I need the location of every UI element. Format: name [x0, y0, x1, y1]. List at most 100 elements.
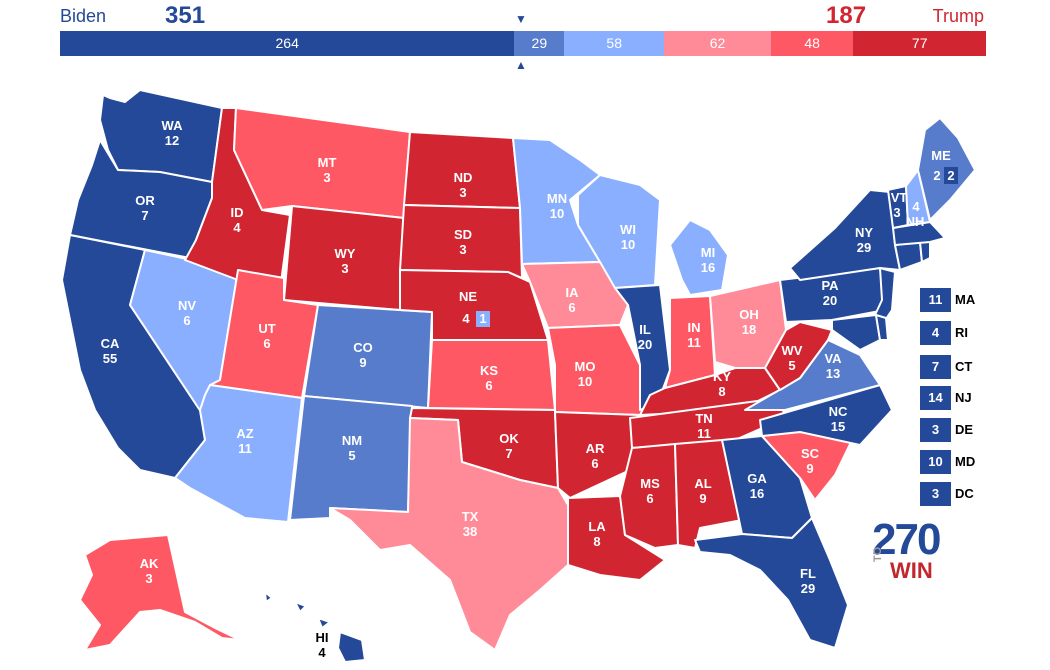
label-al-ev: 9	[699, 491, 706, 506]
label-mi-abbr: MI	[701, 245, 715, 260]
state-ri[interactable]	[919, 241, 931, 263]
logo-number: 270	[872, 515, 941, 564]
me-district-box	[944, 167, 958, 184]
ne-box-md[interactable]: 10	[920, 450, 951, 474]
svg-text:VT3: VT 3	[891, 190, 908, 220]
svg-text:KY8: KY 8	[713, 369, 731, 399]
svg-text:NM5: NM 5	[342, 433, 362, 463]
label-ak-abbr: AK	[140, 556, 159, 571]
svg-text:SC9: SC 9	[801, 446, 820, 476]
ne-label-nj: NJ	[955, 390, 972, 405]
label-pa-abbr: PA	[821, 278, 839, 293]
svg-text:4NH: 4 NH	[906, 199, 925, 229]
label-al-abbr: AL	[694, 476, 711, 491]
state-ny[interactable]	[789, 189, 901, 281]
label-ut-ev: 6	[263, 336, 270, 351]
state-mi[interactable]	[669, 219, 729, 296]
label-wv-abbr: WV	[782, 343, 803, 358]
svg-text:NV6: NV 6	[178, 298, 196, 328]
label-sd-ev: 3	[459, 242, 466, 257]
tally-segment-likely-rep: 48	[770, 31, 854, 56]
label-wi-abbr: WI	[620, 222, 636, 237]
state-tx[interactable]	[329, 417, 569, 651]
svg-text:IA6: IA 6	[566, 285, 580, 315]
state-ak[interactable]	[79, 534, 241, 651]
label-sc-ev: 9	[806, 461, 813, 476]
label-ks-ev: 6	[485, 378, 492, 393]
svg-text:AK3: AK 3	[140, 556, 159, 586]
tally-segment-lean-rep: 62	[664, 31, 771, 56]
label-ar-ev: 6	[591, 456, 598, 471]
svg-text:MS6: MS 6	[640, 476, 660, 506]
state-mn[interactable]	[512, 137, 601, 265]
label-wi-ev: 10	[621, 237, 635, 252]
ne-box-de[interactable]: 3	[920, 418, 951, 442]
label-fl-abbr: FL	[800, 566, 816, 581]
label-tn-abbr: TN	[695, 411, 712, 426]
svg-text:CO9: CO 9	[353, 340, 373, 370]
logo-to: TO	[872, 546, 884, 562]
state-ct[interactable]	[894, 241, 923, 271]
label-az-ev: 11	[238, 441, 252, 456]
label-nh-ev: 4	[912, 199, 920, 214]
ne-box-ct[interactable]: 7	[920, 355, 951, 379]
label-ga-abbr: GA	[747, 471, 767, 486]
svg-text:NE: NE	[459, 289, 477, 304]
label-hi-ev: 4	[318, 645, 326, 660]
svg-text:MT3: MT 3	[318, 155, 337, 185]
label-vt-ev: 3	[893, 205, 900, 220]
electoral-tally-bar: 264 29 58 62 48 77	[60, 31, 986, 56]
label-me-abbr: ME	[931, 148, 951, 163]
state-de[interactable]	[875, 314, 889, 341]
tally-segment-lean-dem: 58	[564, 31, 665, 56]
ne-box-ri[interactable]: 4	[920, 321, 951, 345]
svg-text:UT6: UT 6	[258, 321, 275, 351]
label-mo-ev: 10	[578, 374, 592, 389]
state-hi[interactable]	[264, 591, 366, 663]
state-labels: WA 12 OR 7 CA 55 NV 6 ID 4 MT 3 WY 3 UT 6 AZ 11 C…	[101, 118, 958, 660]
ne-label-ri: RI	[955, 325, 968, 340]
state-md[interactable]	[831, 314, 881, 351]
ne-box-ma[interactable]: 11	[920, 288, 951, 312]
ne-label-dc: DC	[955, 486, 974, 501]
ne-box-nj[interactable]: 14	[920, 386, 951, 410]
label-wa-ev: 12	[165, 133, 179, 148]
state-ar[interactable]	[554, 411, 641, 499]
label-wy-abbr: WY	[335, 246, 356, 261]
270-to-win-logo[interactable]: 270 TO WIN	[872, 515, 941, 584]
state-az[interactable]	[174, 384, 303, 523]
label-vt-abbr: VT	[891, 190, 908, 205]
trump-electoral-total: 187	[826, 2, 867, 29]
label-wv-ev: 5	[788, 358, 795, 373]
label-fl-ev: 29	[801, 581, 815, 596]
svg-text:AL9: AL 9	[694, 476, 711, 506]
state-co[interactable]	[303, 304, 433, 409]
label-ne-abbr: NE	[459, 289, 477, 304]
biden-electoral-total: 351	[165, 2, 206, 29]
ne-box-dc[interactable]: 3	[920, 482, 951, 506]
state-fl[interactable]	[694, 517, 849, 649]
label-in-abbr: IN	[688, 320, 701, 335]
label-me-district-ev: 2	[947, 168, 954, 183]
label-me-ev: 2	[933, 168, 940, 183]
ne-label-md: MD	[955, 454, 976, 469]
state-wa[interactable]	[99, 89, 223, 183]
label-ky-ev: 8	[718, 384, 725, 399]
svg-text:HI4: HI 4	[316, 630, 329, 660]
state-nh[interactable]	[905, 169, 931, 226]
label-va-abbr: VA	[824, 351, 842, 366]
svg-text:LA8: LA 8	[588, 519, 606, 549]
ne-label-ct: CT	[955, 359, 973, 374]
state-wv[interactable]	[764, 321, 833, 391]
label-co-abbr: CO	[353, 340, 373, 355]
label-ar-abbr: AR	[586, 441, 605, 456]
label-nc-abbr: NC	[829, 404, 848, 419]
label-la-ev: 8	[593, 534, 600, 549]
label-mt-ev: 3	[323, 170, 330, 185]
